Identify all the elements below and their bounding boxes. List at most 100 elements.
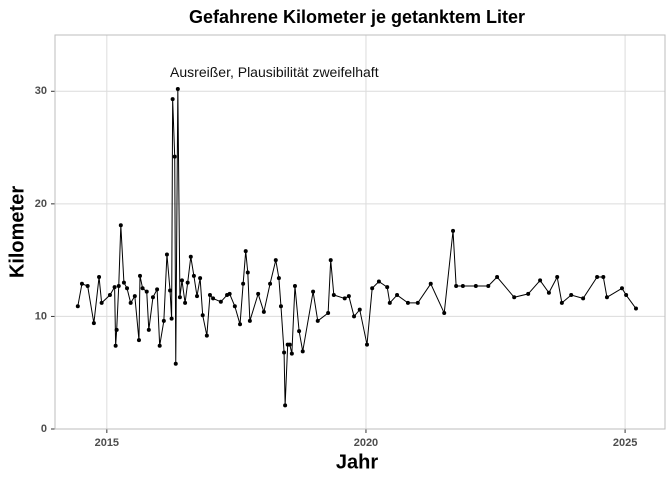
- data-point: [311, 289, 316, 294]
- data-point: [172, 154, 177, 159]
- x-axis-label: Jahr: [336, 451, 378, 473]
- data-point: [633, 306, 638, 311]
- data-point: [175, 87, 180, 92]
- data-point: [132, 294, 137, 299]
- data-point: [526, 291, 531, 296]
- data-point: [195, 294, 200, 299]
- data-point: [97, 275, 102, 280]
- data-point: [405, 300, 410, 305]
- data-point: [191, 273, 196, 278]
- data-point: [331, 293, 336, 298]
- data-point: [415, 300, 420, 305]
- data-point: [387, 300, 392, 305]
- y-tick-label: 10: [35, 310, 47, 322]
- data-point: [179, 278, 184, 283]
- data-point: [140, 286, 145, 291]
- data-point: [227, 291, 232, 296]
- data-point: [297, 329, 302, 334]
- data-point: [315, 318, 320, 323]
- data-point: [376, 279, 381, 284]
- data-point: [170, 97, 175, 102]
- data-point: [204, 333, 209, 338]
- data-point: [546, 290, 551, 295]
- data-point: [289, 351, 294, 356]
- data-point: [342, 296, 347, 301]
- data-point: [243, 249, 248, 254]
- y-tick-label: 0: [41, 423, 47, 435]
- plot-border: [54, 34, 666, 430]
- data-point: [121, 280, 126, 285]
- data-point: [495, 275, 500, 280]
- data-point: [278, 304, 283, 309]
- y-tick-label: 30: [35, 85, 47, 97]
- data-point: [207, 293, 212, 298]
- data-point: [601, 275, 606, 280]
- data-point: [460, 284, 465, 289]
- data-point: [442, 311, 447, 316]
- y-tick-label: 20: [35, 198, 47, 210]
- annotation: Ausreißer, Plausibilität zweifelhaft: [170, 64, 379, 80]
- data-point: [200, 313, 205, 318]
- x-tick-label: 2025: [613, 437, 637, 449]
- data-point: [428, 281, 433, 286]
- data-point: [211, 296, 216, 301]
- data-point: [146, 327, 151, 332]
- data-point: [595, 275, 600, 280]
- data-point: [486, 284, 491, 289]
- data-point: [188, 254, 193, 259]
- x-tick-label: 2015: [95, 437, 119, 449]
- data-point: [292, 284, 297, 289]
- data-point: [75, 304, 80, 309]
- data-point: [346, 294, 351, 299]
- data-point: [128, 300, 133, 305]
- data-point: [395, 293, 400, 298]
- data-point: [245, 270, 250, 275]
- data-point: [357, 307, 362, 312]
- data-point: [555, 275, 560, 280]
- data-point: [273, 258, 278, 263]
- data-point: [287, 342, 292, 347]
- data-point: [569, 293, 574, 298]
- x-tick-label: 2020: [354, 437, 378, 449]
- data-point: [150, 295, 155, 300]
- data-point: [247, 318, 252, 323]
- data-point: [185, 280, 190, 285]
- data-point: [559, 300, 564, 305]
- data-point: [85, 284, 90, 289]
- data-point: [198, 276, 203, 281]
- data-point: [268, 281, 273, 286]
- data-point: [99, 300, 104, 305]
- data-line: [77, 89, 637, 406]
- data-point: [282, 350, 287, 355]
- data-point: [157, 343, 162, 348]
- data-point: [79, 281, 84, 286]
- data-point: [114, 327, 119, 332]
- data-point: [328, 258, 333, 263]
- data-point: [256, 291, 261, 296]
- data-point: [581, 296, 586, 301]
- data-point: [473, 284, 478, 289]
- data-point: [364, 342, 369, 347]
- data-point: [144, 289, 149, 294]
- data-point: [113, 343, 118, 348]
- data-point: [454, 284, 459, 289]
- data-point: [112, 285, 117, 290]
- data-point: [161, 318, 166, 323]
- data-point: [218, 299, 223, 304]
- data-point: [451, 228, 456, 233]
- data-point: [604, 295, 609, 300]
- data-point: [385, 285, 390, 290]
- data-point: [183, 300, 188, 305]
- data-point: [177, 295, 182, 300]
- data-point: [238, 322, 243, 327]
- data-point: [283, 403, 288, 408]
- data-point: [137, 273, 142, 278]
- data-point: [276, 276, 281, 281]
- data-point: [619, 286, 624, 291]
- data-point: [300, 349, 305, 354]
- data-point: [326, 311, 331, 316]
- data-point: [107, 293, 112, 298]
- data-point: [125, 286, 130, 291]
- y-axis-label: Kilometer: [6, 186, 28, 278]
